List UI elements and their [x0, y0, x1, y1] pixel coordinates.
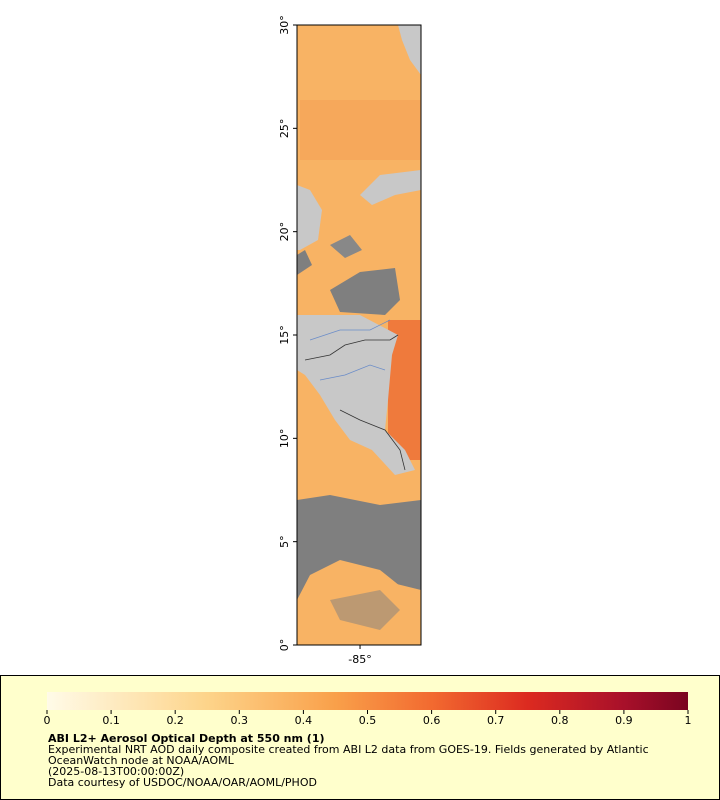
- y-tick-label: 15°: [278, 325, 291, 345]
- y-tick-label: 0°: [278, 639, 291, 652]
- colorbar-tick-label: 0.4: [295, 714, 313, 727]
- colorbar-tick-label: 0.3: [231, 714, 249, 727]
- colorbar-tick-label: 0.2: [166, 714, 184, 727]
- colorbar: [47, 692, 688, 710]
- map-image: [297, 25, 421, 645]
- colorbar-tick-label: 0.1: [102, 714, 120, 727]
- axes: 0° 5° 10° 15° 20° 25° 30° -85°: [278, 15, 372, 666]
- colorbar-tick-label: 0: [44, 714, 51, 727]
- colorbar-tick-label: 0.7: [487, 714, 505, 727]
- legend-line: Data courtesy of USDOC/NOAA/OAR/AOML/PHO…: [48, 776, 317, 789]
- y-tick-label: 5°: [278, 535, 291, 548]
- y-tick-label: 30°: [278, 15, 291, 35]
- y-tick-label: 25°: [278, 119, 291, 139]
- colorbar-tick-label: 0.8: [551, 714, 569, 727]
- colorbar-tick-label: 0.6: [423, 714, 441, 727]
- legend-line: OceanWatch node at NOAA/AOML: [48, 754, 235, 767]
- x-tick-label: -85°: [348, 653, 371, 666]
- legend-title: ABI L2+ Aerosol Optical Depth at 550 nm …: [48, 732, 325, 745]
- y-tick-label: 20°: [278, 222, 291, 242]
- colorbar-tick-label: 1: [685, 714, 692, 727]
- legend-line: (2025-08-13T00:00:00Z): [48, 765, 184, 778]
- colorbar-tick-label: 0.9: [615, 714, 633, 727]
- legend-lines: Experimental NRT AOD daily composite cre…: [48, 743, 649, 789]
- colorbar-tick-label: 0.5: [359, 714, 377, 727]
- y-tick-label: 10°: [278, 429, 291, 449]
- legend-line: Experimental NRT AOD daily composite cre…: [48, 743, 649, 756]
